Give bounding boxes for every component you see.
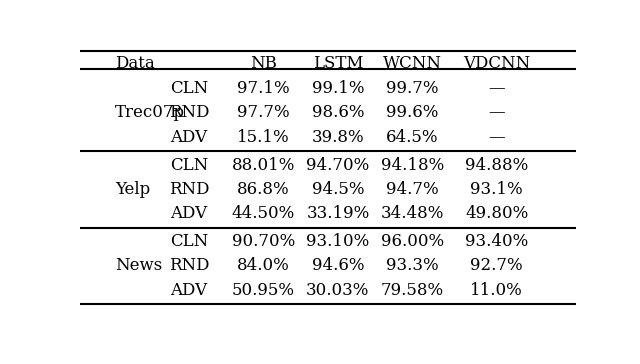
Text: 90.70%: 90.70% xyxy=(232,233,295,250)
Text: 88.01%: 88.01% xyxy=(232,157,295,174)
Text: Yelp: Yelp xyxy=(115,181,150,198)
Text: 33.19%: 33.19% xyxy=(307,205,369,222)
Text: RND: RND xyxy=(169,181,209,198)
Text: 94.5%: 94.5% xyxy=(312,181,364,198)
Text: 97.7%: 97.7% xyxy=(237,104,290,122)
Text: 94.18%: 94.18% xyxy=(381,157,444,174)
Text: CLN: CLN xyxy=(170,80,208,97)
Text: 94.6%: 94.6% xyxy=(312,257,364,274)
Text: 49.80%: 49.80% xyxy=(465,205,528,222)
Text: News: News xyxy=(115,257,162,274)
Text: 64.5%: 64.5% xyxy=(386,129,438,146)
Text: 98.6%: 98.6% xyxy=(312,104,364,122)
Text: RND: RND xyxy=(169,104,209,122)
Text: 50.95%: 50.95% xyxy=(232,282,295,299)
Text: 94.88%: 94.88% xyxy=(465,157,528,174)
Text: —: — xyxy=(488,129,505,146)
Text: VDCNN: VDCNN xyxy=(463,55,531,72)
Text: 94.7%: 94.7% xyxy=(386,181,438,198)
Text: 44.50%: 44.50% xyxy=(232,205,295,222)
Text: 84.0%: 84.0% xyxy=(237,257,290,274)
Text: 79.58%: 79.58% xyxy=(381,282,444,299)
Text: RND: RND xyxy=(169,257,209,274)
Text: 93.1%: 93.1% xyxy=(470,181,523,198)
Text: 93.10%: 93.10% xyxy=(307,233,369,250)
Text: 30.03%: 30.03% xyxy=(306,282,370,299)
Text: 99.7%: 99.7% xyxy=(386,80,438,97)
Text: 34.48%: 34.48% xyxy=(381,205,444,222)
Text: 11.0%: 11.0% xyxy=(470,282,523,299)
Text: ADV: ADV xyxy=(170,129,208,146)
Text: CLN: CLN xyxy=(170,233,208,250)
Text: CLN: CLN xyxy=(170,157,208,174)
Text: 92.7%: 92.7% xyxy=(470,257,523,274)
Text: Trec07p: Trec07p xyxy=(115,104,185,122)
Text: ADV: ADV xyxy=(170,282,208,299)
Text: 99.6%: 99.6% xyxy=(386,104,438,122)
Text: 93.40%: 93.40% xyxy=(465,233,528,250)
Text: 15.1%: 15.1% xyxy=(237,129,290,146)
Text: 93.3%: 93.3% xyxy=(386,257,438,274)
Text: 94.70%: 94.70% xyxy=(307,157,369,174)
Text: —: — xyxy=(488,80,505,97)
Text: 39.8%: 39.8% xyxy=(312,129,364,146)
Text: 97.1%: 97.1% xyxy=(237,80,290,97)
Text: 86.8%: 86.8% xyxy=(237,181,290,198)
Text: Data: Data xyxy=(115,55,154,72)
Text: ADV: ADV xyxy=(170,205,208,222)
Text: LSTM: LSTM xyxy=(313,55,363,72)
Text: NB: NB xyxy=(250,55,277,72)
Text: —: — xyxy=(488,104,505,122)
Text: WCNN: WCNN xyxy=(383,55,442,72)
Text: 99.1%: 99.1% xyxy=(312,80,364,97)
Text: 96.00%: 96.00% xyxy=(381,233,444,250)
